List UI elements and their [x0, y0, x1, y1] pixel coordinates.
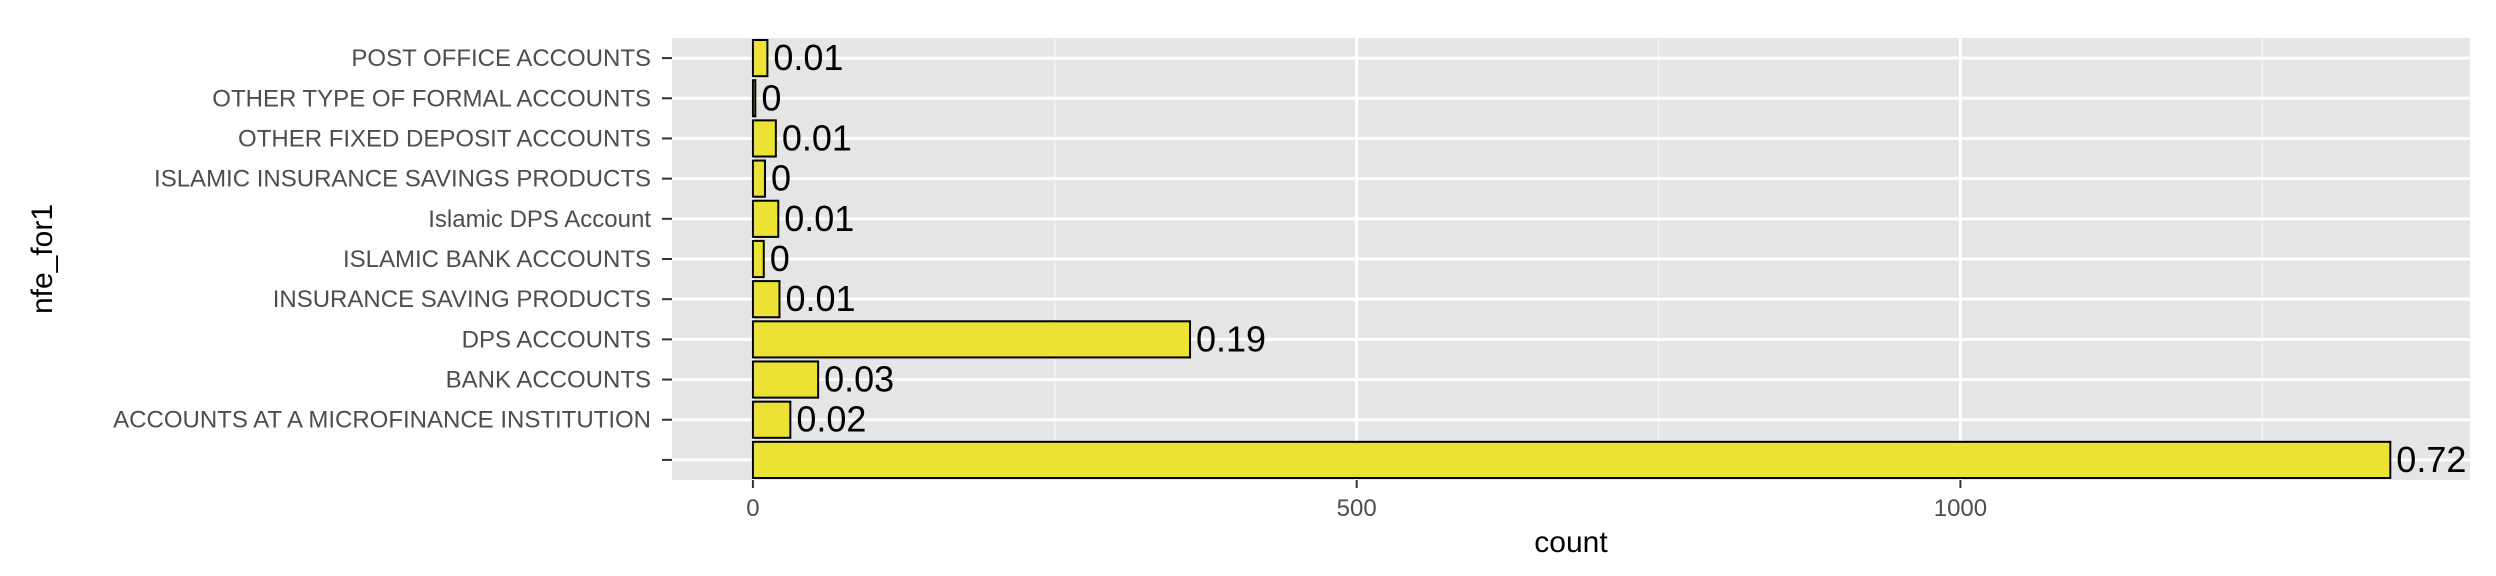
bar: [751, 400, 792, 439]
y-axis-ticks: [662, 57, 672, 461]
data-label: 0: [771, 158, 791, 199]
bar: [751, 39, 769, 78]
data-label: 0: [770, 238, 790, 279]
x-axis-ticks: 0 500 1000: [746, 480, 1987, 522]
bar: [751, 239, 765, 279]
y-tick-label: ACCOUNTS AT A MICROFINANCE INSTITUTION: [113, 407, 651, 434]
data-label: 0.03: [824, 359, 894, 400]
y-axis-category-labels: ACCOUNTS AT A MICROFINANCE INSTITUTION B…: [113, 45, 651, 434]
x-tick-label: 500: [1337, 495, 1377, 522]
x-axis-title: count: [1534, 526, 1608, 559]
bar: [751, 360, 820, 399]
bar: [751, 79, 757, 118]
y-tick-label: OTHER FIXED DEPOSIT ACCOUNTS: [238, 125, 651, 152]
y-tick-label: POST OFFICE ACCOUNTS: [351, 45, 651, 72]
y-tick-label: OTHER TYPE OF FORMAL ACCOUNTS: [212, 85, 651, 112]
data-label: 0: [761, 77, 781, 118]
y-axis-title: nfe_for1: [26, 204, 59, 314]
data-label: 0.01: [785, 278, 855, 319]
bar: [751, 159, 766, 198]
bar: [751, 320, 1192, 359]
grid-lines: [672, 38, 2470, 480]
y-tick-label: ISLAMIC INSURANCE SAVINGS PRODUCTS: [154, 166, 651, 193]
y-tick-label: Islamic DPS Account: [428, 206, 651, 233]
y-tick-label: INSURANCE SAVING PRODUCTS: [273, 286, 651, 313]
bar: [751, 280, 781, 319]
bars: [751, 39, 2392, 479]
y-tick-label: BANK ACCOUNTS: [446, 367, 651, 394]
data-label: 0.01: [782, 117, 852, 158]
y-tick-label: DPS ACCOUNTS: [462, 326, 651, 353]
data-label: 0.01: [784, 198, 854, 239]
x-tick-label: 0: [746, 495, 759, 522]
bar: [751, 199, 780, 238]
data-label: 0.02: [796, 399, 866, 440]
bar: [751, 440, 2392, 479]
y-tick-label: ISLAMIC BANK ACCOUNTS: [343, 246, 651, 273]
data-label: 0.19: [1196, 318, 1266, 359]
x-tick-label: 1000: [1934, 495, 1987, 522]
bar: [751, 119, 777, 158]
data-label: 0.72: [2396, 439, 2466, 480]
data-label: 0.01: [773, 37, 843, 78]
